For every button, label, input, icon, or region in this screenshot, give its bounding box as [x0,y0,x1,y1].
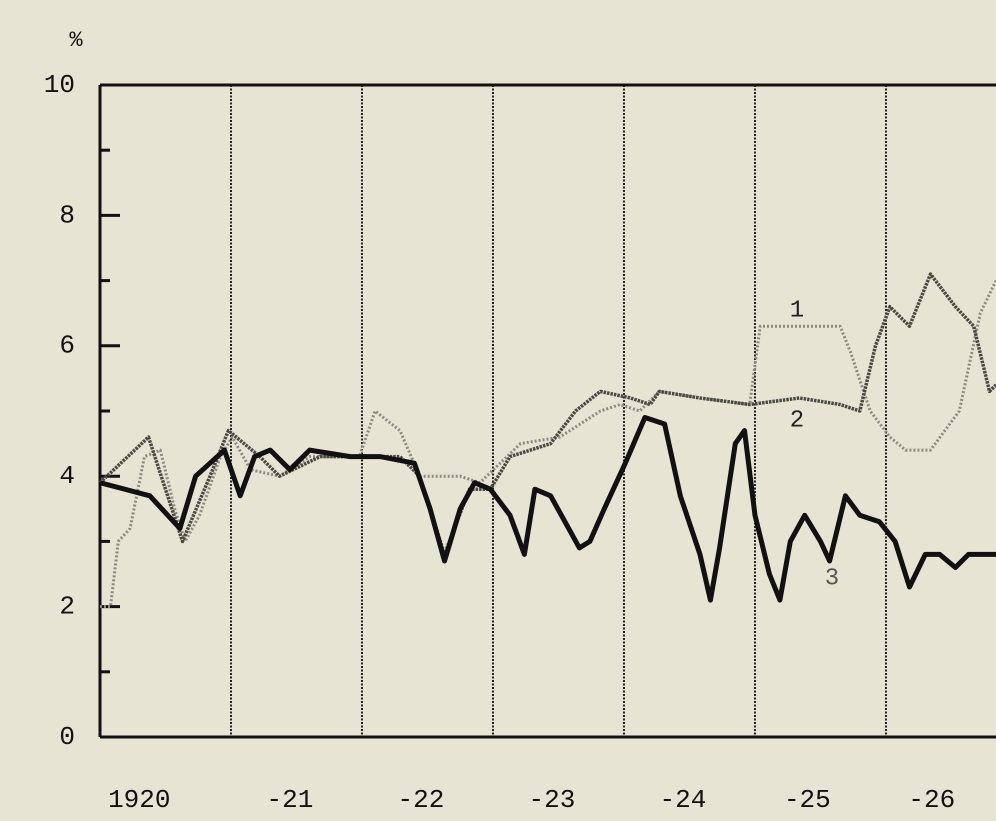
y-unit-label: % [69,28,83,53]
x-tick-label: -25 [784,785,831,815]
series-line [99,415,996,603]
y-tick-label: 2 [59,591,75,621]
y-tick-label: 8 [59,200,75,230]
x-tick-label: -24 [660,785,707,815]
y-tick-label: 0 [59,722,75,752]
series-label: 1 [790,297,804,324]
x-tick-label: -21 [267,785,314,815]
series-label: 3 [825,565,839,592]
y-tick-label: 6 [59,331,75,361]
x-tick-label: -22 [398,785,445,815]
x-tick-label: 1920 [108,785,170,815]
y-tick-label: 4 [59,461,75,491]
y-tick-label: 10 [44,70,75,100]
series-line [100,279,996,609]
series-label: 2 [790,407,804,434]
x-tick-label: -23 [529,785,576,815]
x-tick-label: -26 [908,785,955,815]
series-line [98,272,996,557]
